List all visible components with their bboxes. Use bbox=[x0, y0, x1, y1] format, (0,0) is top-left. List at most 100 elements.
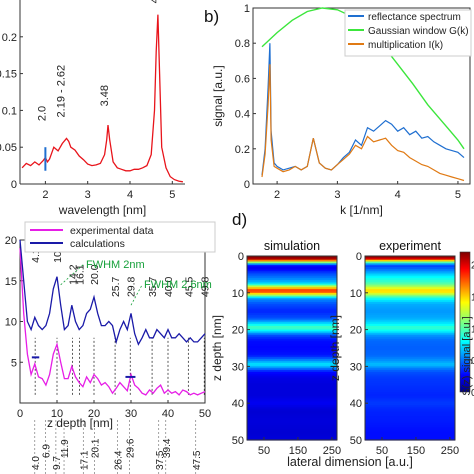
c-fwhm-label-1: FWHM 2nm bbox=[86, 259, 145, 271]
d-simulation-band bbox=[247, 373, 337, 377]
d-experiment-band bbox=[365, 438, 455, 441]
d-experiment-band bbox=[365, 386, 455, 390]
c-y-tick-label: 15 bbox=[5, 276, 17, 288]
d-experiment-y-tick-label: 30 bbox=[350, 361, 362, 373]
d-experiment-band bbox=[365, 353, 455, 356]
d-experiment-y-tick-label: 40 bbox=[350, 398, 362, 410]
d-simulation-y-tick-label: 0 bbox=[238, 251, 244, 263]
d-experiment-band bbox=[365, 360, 455, 364]
d-simulation-band bbox=[247, 329, 337, 333]
d-experiment-band bbox=[365, 425, 455, 428]
d-simulation-band bbox=[247, 430, 337, 434]
d-simulation-band bbox=[247, 344, 337, 347]
a-y-tick-label: 0.2 bbox=[2, 32, 17, 44]
d-simulation-band bbox=[247, 349, 337, 353]
d-simulation-band bbox=[247, 392, 337, 395]
d-experiment-band bbox=[365, 276, 455, 279]
d-colorbar-title: S(z) signal [a.u.] bbox=[461, 316, 473, 395]
d-simulation-band bbox=[247, 313, 337, 316]
c-y-tick-label: 5 bbox=[11, 357, 17, 369]
b-y-axis-title: signal [a.u.] bbox=[211, 65, 225, 126]
b-legend-label: multiplication I(k) bbox=[368, 40, 443, 51]
d-experiment-band bbox=[365, 421, 455, 425]
d-simulation-x-tick-label: 50 bbox=[258, 445, 270, 457]
b-x-tick-label: 2 bbox=[274, 189, 280, 201]
d-simulation-band bbox=[247, 382, 337, 386]
d-simulation-band bbox=[247, 314, 337, 318]
d-simulation-band bbox=[247, 375, 337, 379]
d-simulation-band bbox=[247, 302, 337, 305]
d-experiment-band bbox=[365, 287, 455, 290]
c-x-tick-label: 50 bbox=[199, 408, 211, 420]
d-experiment-band bbox=[365, 335, 455, 338]
d-experiment-band bbox=[365, 338, 455, 342]
d-simulation-band bbox=[247, 405, 337, 408]
a-y-tick-label: 0 bbox=[11, 179, 17, 191]
d-experiment-band bbox=[365, 289, 455, 292]
d-experiment-band bbox=[365, 412, 455, 415]
d-simulation-band bbox=[247, 340, 337, 344]
d-experiment-band bbox=[365, 274, 455, 277]
d-experiment-band bbox=[365, 300, 455, 303]
d-experiment-band bbox=[365, 388, 455, 391]
c-series-line-1 bbox=[19, 239, 206, 346]
d-simulation-band bbox=[247, 388, 337, 391]
d-simulation-band bbox=[247, 276, 337, 279]
d-experiment-band bbox=[365, 397, 455, 401]
d-simulation-band bbox=[247, 357, 337, 360]
d-simulation-title: simulation bbox=[264, 239, 320, 253]
d-simulation-band bbox=[247, 331, 337, 334]
d-simulation-y-tick-label: 50 bbox=[232, 435, 244, 447]
d-experiment-band bbox=[365, 261, 455, 264]
d-colorbar-tick-label: 2 bbox=[471, 261, 474, 272]
d-experiment-band bbox=[365, 408, 455, 412]
d-simulation-band bbox=[247, 322, 337, 325]
c-bottom-label: 17.1 bbox=[79, 450, 90, 470]
d-simulation-band bbox=[247, 285, 337, 288]
d-simulation-band bbox=[247, 425, 337, 428]
b-y-tick-label: 0.4 bbox=[235, 109, 250, 121]
c-bottom-label: 47.5 bbox=[192, 450, 203, 470]
d-experiment-band bbox=[365, 296, 455, 299]
panel-a: 0 0.05 0.1 0.15 0.2 2 3 4 5 wavelength [nm] 2.0 2.1… bbox=[0, 0, 185, 217]
d-experiment-band bbox=[365, 405, 455, 408]
d-experiment-band bbox=[365, 364, 455, 367]
d-experiment-band bbox=[365, 410, 455, 413]
d-experiment-band bbox=[365, 375, 455, 379]
d-simulation-band bbox=[247, 303, 337, 307]
d-simulation-x-tick-label: 250 bbox=[323, 445, 341, 457]
d-simulation-band bbox=[247, 427, 337, 430]
d-experiment-band bbox=[365, 320, 455, 323]
d-experiment-band bbox=[365, 384, 455, 388]
d-experiment-y-tick-label: 0 bbox=[356, 251, 362, 263]
d-experiment-band bbox=[365, 377, 455, 380]
d-experiment-band bbox=[365, 333, 455, 336]
d-experiment-band bbox=[365, 366, 455, 369]
d-simulation-band bbox=[247, 325, 337, 329]
d-experiment-band bbox=[365, 272, 455, 275]
c-fwhm-leader-1 bbox=[60, 263, 85, 286]
d-simulation-band bbox=[247, 265, 337, 268]
c-bottom-label: 29.6 bbox=[126, 438, 137, 458]
d-experiment-band bbox=[365, 348, 455, 351]
c-x-tick-label: 30 bbox=[125, 408, 137, 420]
d-simulation-band bbox=[247, 364, 337, 367]
d-simulation-y-tick-label: 30 bbox=[232, 361, 244, 373]
d-experiment-band bbox=[365, 351, 455, 355]
d-simulation-band bbox=[247, 421, 337, 425]
b-panel-label: b) bbox=[204, 7, 219, 26]
d-simulation-band bbox=[247, 294, 337, 298]
d-experiment-band bbox=[365, 313, 455, 316]
d-simulation-band bbox=[247, 272, 337, 275]
d-x-axis-title: lateral dimension [a.u.] bbox=[287, 455, 413, 469]
d-simulation-band bbox=[247, 316, 337, 320]
d-simulation-band bbox=[247, 359, 337, 362]
d-experiment-band bbox=[365, 309, 455, 312]
d-experiment-band bbox=[365, 414, 455, 417]
d-simulation-band bbox=[247, 403, 337, 406]
d-experiment-band bbox=[365, 294, 455, 298]
a-x-axis-title: wavelength [nm] bbox=[58, 203, 146, 217]
d-experiment-band bbox=[365, 427, 455, 430]
d-simulation-band bbox=[247, 300, 337, 303]
d-simulation-band bbox=[247, 414, 337, 417]
